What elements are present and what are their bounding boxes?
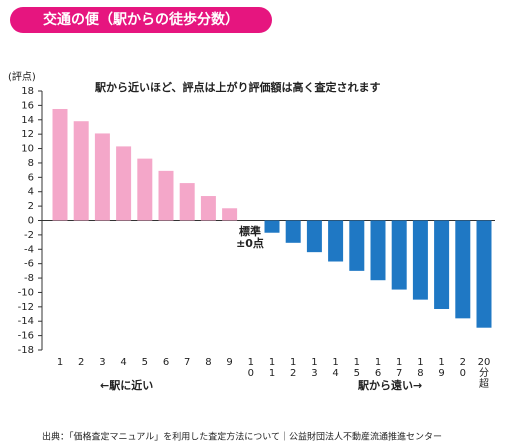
y-tick-label: 10 bbox=[21, 144, 34, 155]
bar bbox=[52, 108, 68, 221]
y-tick-label: -14 bbox=[18, 316, 34, 327]
bar bbox=[412, 220, 428, 300]
y-tick-label: -10 bbox=[18, 287, 34, 298]
annotation: 駅から近いほど、評点は上がり評価額は高く査定されます bbox=[94, 80, 380, 94]
x-tick-label: 1 bbox=[57, 357, 63, 368]
far-label: 駅から遠い→ bbox=[357, 378, 422, 392]
y-tick-label: -12 bbox=[18, 302, 34, 313]
y-tick-label: 18 bbox=[21, 86, 34, 97]
bar bbox=[264, 220, 280, 233]
bar bbox=[370, 220, 386, 281]
bar bbox=[179, 183, 195, 221]
y-tick-label: 16 bbox=[21, 100, 34, 111]
bar bbox=[455, 220, 471, 319]
bar bbox=[73, 121, 89, 221]
y-tick-label: 6 bbox=[28, 172, 34, 183]
x-tick-label: 2 bbox=[78, 357, 84, 368]
x-tick-label: 9 bbox=[226, 357, 232, 368]
bar bbox=[349, 220, 365, 271]
y-tick-label: 4 bbox=[28, 187, 34, 198]
x-tick-label: 20 分超 bbox=[478, 357, 491, 390]
bar bbox=[434, 220, 450, 309]
bar bbox=[306, 220, 322, 253]
bar bbox=[200, 196, 216, 221]
x-tick-label: 7 bbox=[184, 357, 190, 368]
y-tick-label: 12 bbox=[21, 129, 34, 140]
bar bbox=[137, 158, 153, 221]
x-tick-label: 6 bbox=[163, 357, 169, 368]
bar bbox=[285, 220, 301, 243]
bar bbox=[116, 146, 132, 221]
bar bbox=[328, 220, 344, 262]
y-tick-label: 8 bbox=[28, 158, 34, 169]
y-tick-label: -18 bbox=[18, 345, 34, 356]
x-tick-label: 5 bbox=[142, 357, 148, 368]
y-axis-label: (評点) bbox=[8, 70, 36, 83]
y-tick-label: 0 bbox=[28, 216, 34, 227]
y-tick-label: 2 bbox=[28, 201, 34, 212]
bar bbox=[94, 133, 110, 221]
y-tick-label: -6 bbox=[24, 259, 34, 270]
source: 出典：「価格査定マニュアル」を利用した査定方法について｜公益財団法人不動産流通推… bbox=[42, 431, 442, 443]
baseline-label: 標準 bbox=[239, 224, 261, 238]
y-tick-label: -4 bbox=[24, 244, 34, 255]
x-tick-label: 4 bbox=[120, 357, 126, 368]
bar bbox=[476, 220, 492, 328]
bar bbox=[391, 220, 407, 290]
x-tick-label: 3 bbox=[99, 357, 105, 368]
x-tick-label: 8 bbox=[205, 357, 211, 368]
baseline-label: ±0点 bbox=[236, 236, 264, 250]
title-pill bbox=[10, 7, 272, 33]
near-label: ←駅に近い bbox=[100, 378, 153, 392]
y-tick-label: -2 bbox=[24, 230, 34, 241]
chart-title: 交通の便（駅からの徒歩分数） bbox=[43, 11, 239, 28]
y-tick-label: -16 bbox=[18, 331, 34, 342]
bar bbox=[222, 208, 238, 221]
bar bbox=[158, 170, 174, 221]
y-tick-label: -8 bbox=[24, 273, 34, 284]
y-tick-label: 14 bbox=[21, 115, 34, 126]
